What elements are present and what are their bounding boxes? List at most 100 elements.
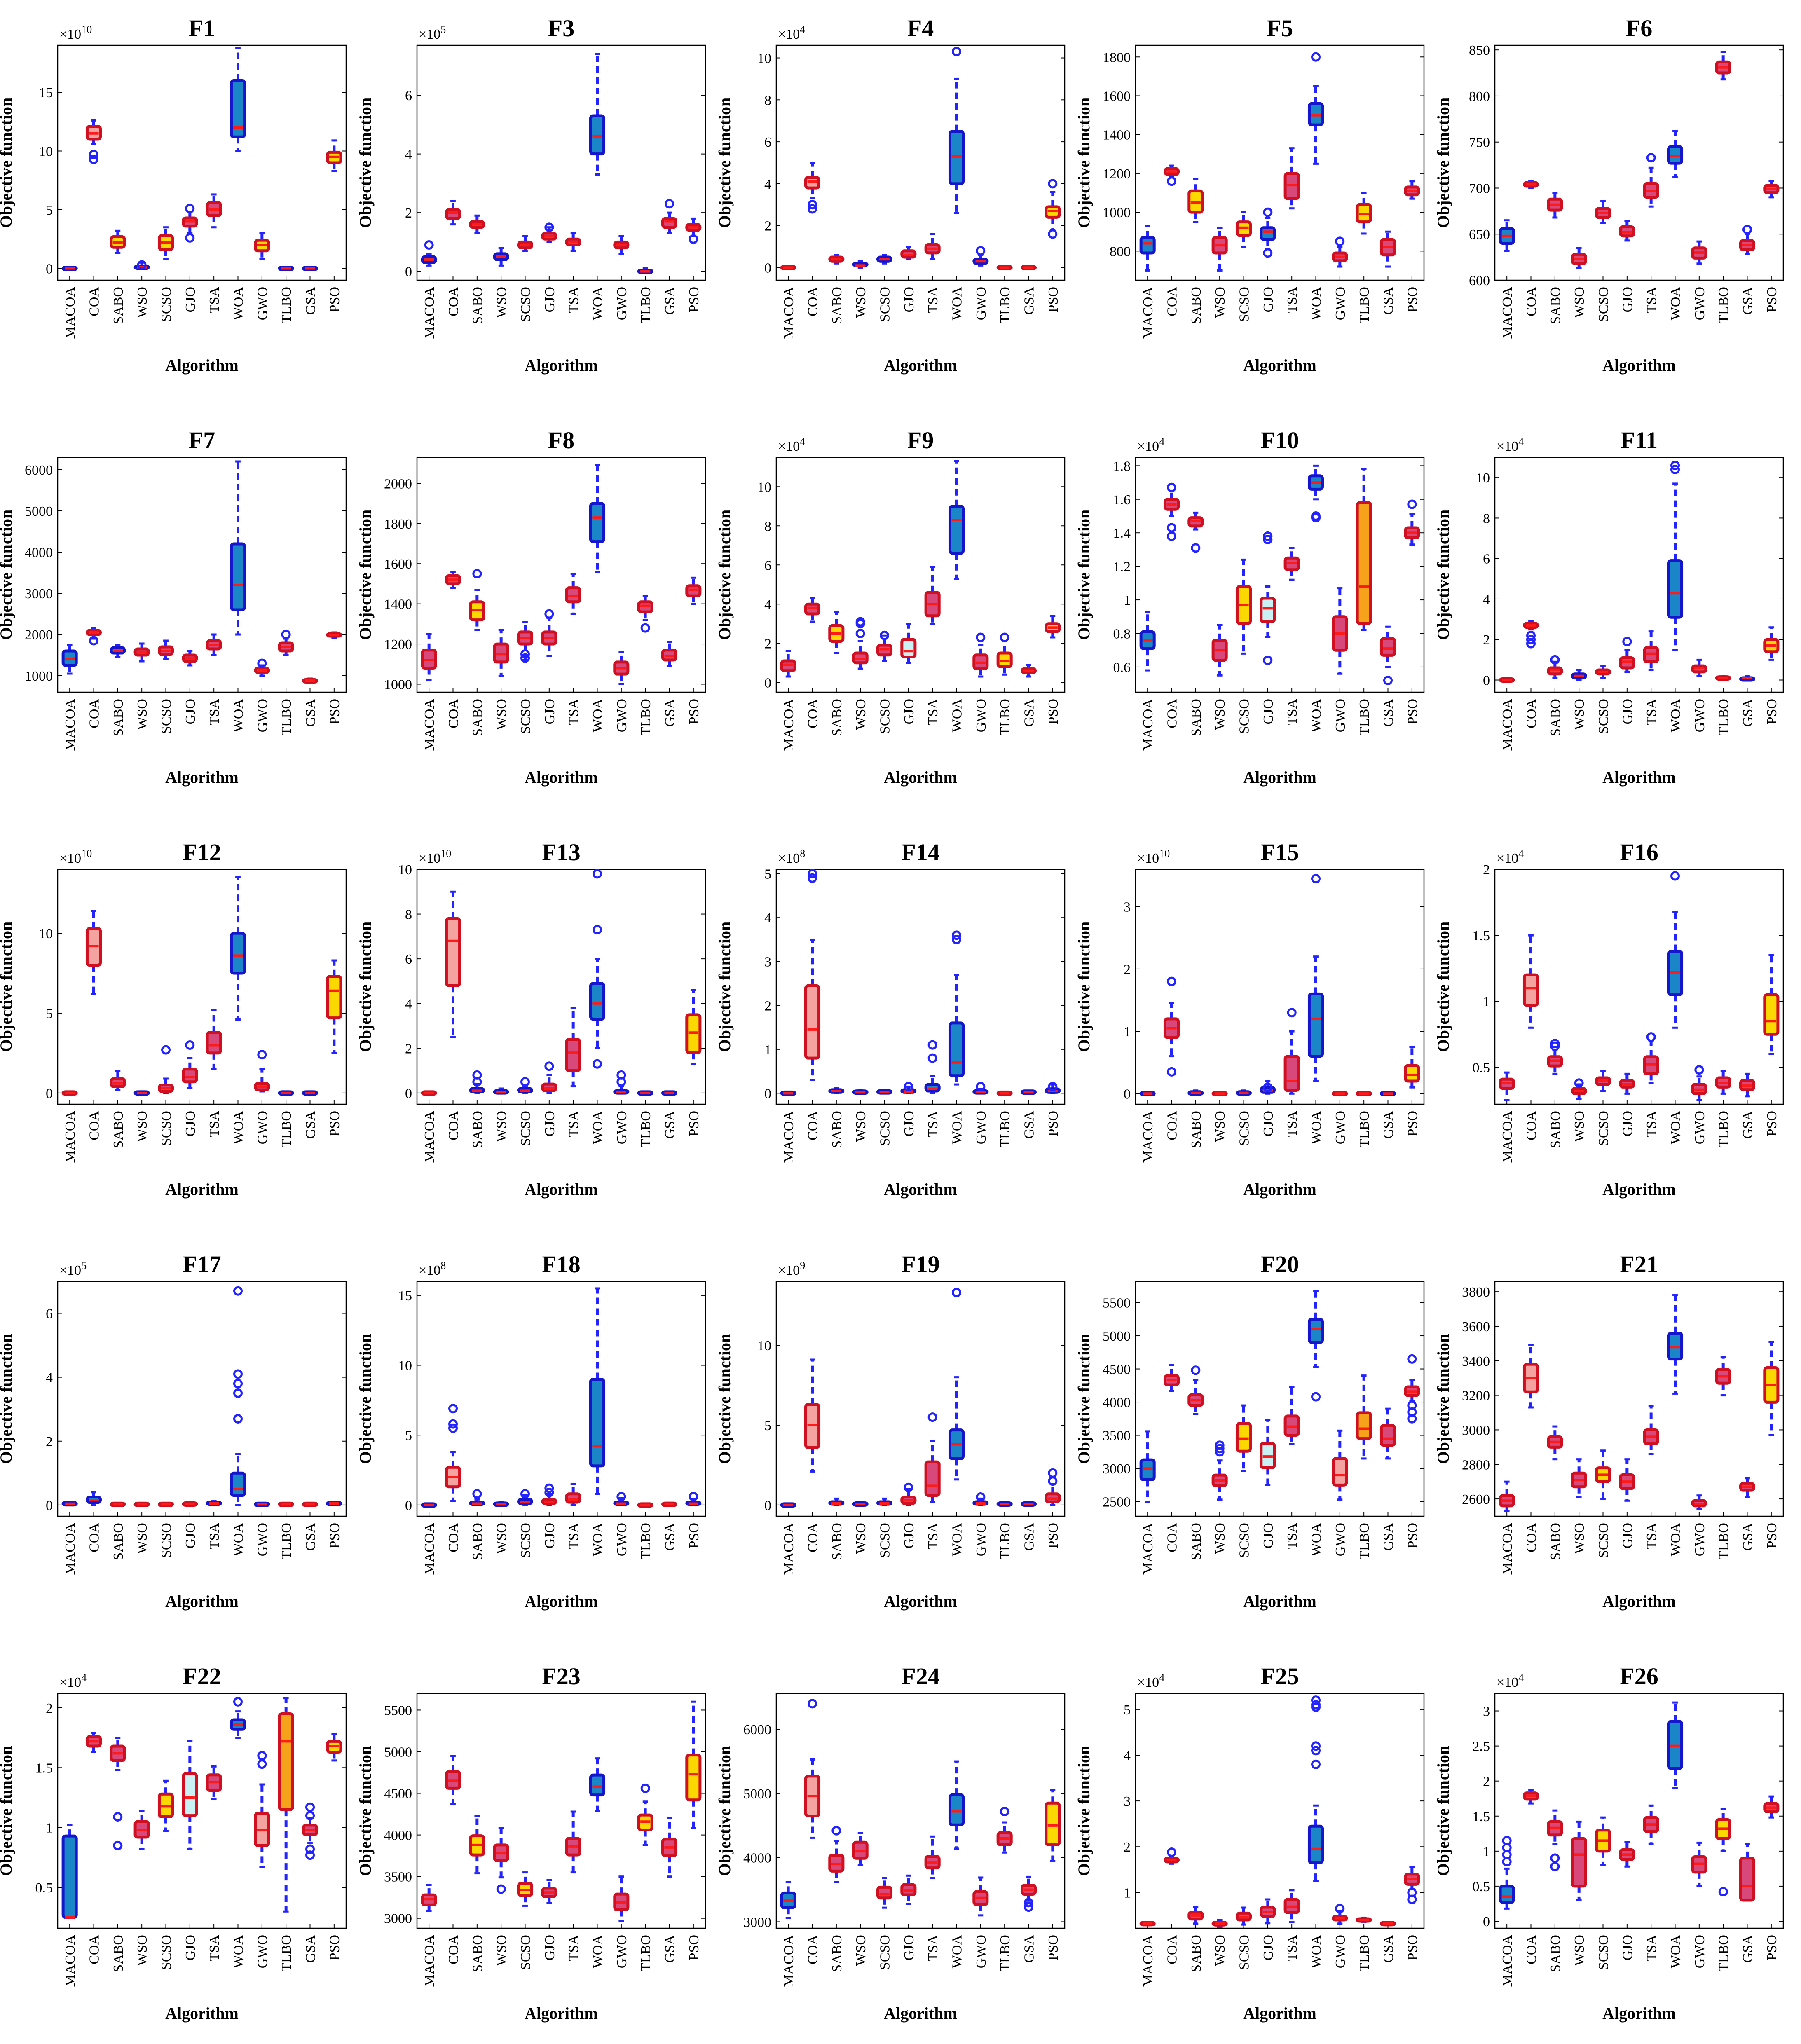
box-tsa [206,1500,222,1506]
box-pso [326,1501,342,1506]
box-sabo [110,644,126,658]
box-woa [948,47,965,214]
x-tick-label: GJO [902,287,917,312]
x-tick-label: PSO [1764,287,1780,312]
x-tick-label: GWO [974,1111,989,1144]
box-sabo [1187,1089,1204,1096]
x-tick-label: WOA [231,699,246,733]
iqr-box [278,1712,294,1811]
plot-frame [775,44,1066,281]
iqr-box [182,1068,198,1084]
box-gsa [1379,1407,1396,1460]
box-macoa [421,633,437,681]
x-tick-label: GSA [663,287,678,315]
x-tick-label: TSA [207,1523,222,1550]
box-pso [1404,1866,1420,1904]
x-axis-label: Algorithm [884,2004,957,2023]
outlier-point [1311,1759,1321,1769]
y-axis-label: Objective function [356,510,375,640]
box-macoa [780,265,796,270]
chart-panel-f10: F10 ×104 0.6 0.8 1 1.2 1.4 1.6 1.8 Objective func… [1075,427,1425,787]
x-tick-label: TLBO [638,287,653,323]
box-tlbo [1356,1916,1372,1923]
y-tick-label: 0 [764,675,771,691]
y-tick-label: 0.8 [1113,627,1131,642]
x-tick-label: GWO [614,1523,630,1556]
y-tick-label: 2 [405,1041,412,1056]
x-tick-label: WSO [1572,1523,1587,1554]
y-tick-label: 4 [405,147,412,162]
y-tick-label: 6000 [25,463,53,478]
plot-frame [57,457,347,693]
x-tick-label: WOA [1309,287,1324,321]
box-tlbo [637,1502,653,1508]
box-gwo [972,1876,989,1917]
x-tick-label: WOA [231,1523,246,1557]
x-tick-label: GWO [1333,1111,1348,1144]
outlier-point [1407,1354,1417,1364]
box-pso [1045,615,1061,639]
outlier-point [1622,637,1632,646]
x-tick-label: WOA [950,1523,965,1557]
x-axis-label: Algorithm [525,768,598,787]
iqr-box [589,1773,606,1797]
outlier-point [1311,874,1321,884]
x-axis-label: Algorithm [165,768,239,787]
y-tick-label: 5 [764,867,771,882]
box-woa [948,930,965,1086]
box-coa [85,910,102,995]
y-axis-label: Objective function [715,98,734,228]
x-tick-label: MACOA [422,699,437,751]
x-tick-label: TSA [1644,1935,1659,1962]
x-tick-label: GWO [255,699,270,732]
x-tick-label: SCSO [518,287,534,322]
x-tick-label: TLBO [1357,699,1372,735]
chart-title: F22 [183,1663,221,1690]
x-tick-label: PSO [327,1935,342,1960]
y-tick-label: 1.5 [35,1761,53,1776]
outlier-point [1311,1700,1321,1710]
outlier-point [952,47,961,56]
y-tick-label: 10 [398,1358,412,1374]
x-tick-label: COA [446,1111,461,1140]
box-pso [685,1492,702,1506]
outlier-point [952,1288,961,1297]
box-gsa [302,1802,319,1860]
plot-frame [1135,1281,1425,1517]
iqr-box [1307,1318,1324,1344]
box-macoa [61,1501,78,1507]
outlier-point [257,1759,267,1769]
y-tick-label: 5000 [743,1786,771,1802]
chart-title: F6 [1626,15,1652,42]
x-tick-label: TSA [1285,1523,1300,1550]
box-pso [685,576,702,605]
x-tick-label: SABO [1189,287,1204,324]
x-tick-label: WSO [1213,1523,1228,1554]
box-coa [1522,1344,1539,1409]
chart-panel-f22: F22 ×104 0.5 1 1.5 2 Objective function MACOA CO… [0,1663,347,2023]
box-pso [1763,1795,1780,1819]
box-gjo [541,609,557,657]
box-tlbo [1715,1808,1731,1897]
box-pso [1404,180,1420,200]
outlier-point [593,869,602,879]
box-gsa [661,1501,678,1507]
chart-title: F23 [542,1663,580,1690]
outlier-point [1407,1887,1417,1897]
box-wso [852,1501,869,1507]
chart-panel-f3: F3 ×105 0 2 4 6 Objective function MACOA COA SABO… [356,15,706,375]
y-tick-label: 2 [1124,962,1131,977]
box-pso [1763,180,1780,199]
outlier-point [185,204,195,213]
outlier-point [1215,1444,1225,1454]
iqr-box [1139,236,1156,255]
chart-panel-f4: F4 ×104 0 2 4 6 8 10 Objective function MACOA COA S… [715,15,1066,375]
y-tick-label: 2000 [25,627,53,643]
y-tick-label: 6 [764,558,771,573]
box-scso [1235,558,1252,655]
outlier-point [305,1850,315,1860]
outlier-point [1167,1067,1176,1077]
box-gsa [1739,1843,1756,1902]
x-tick-label: MACOA [781,1523,796,1575]
iqr-box [445,208,461,220]
